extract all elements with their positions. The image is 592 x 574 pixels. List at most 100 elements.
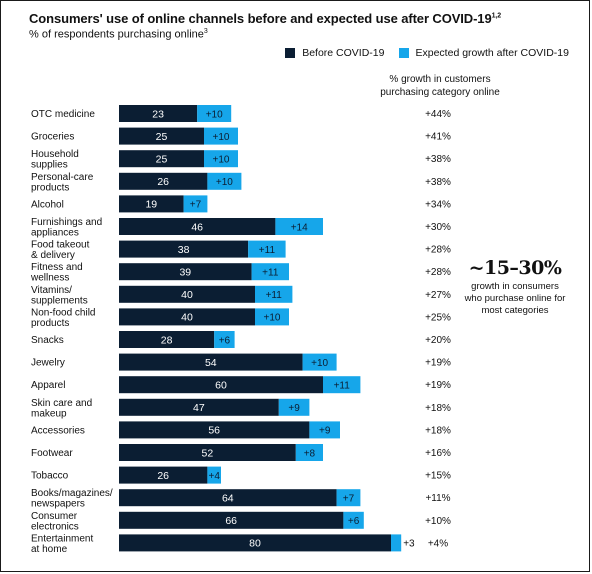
value-label-before: 25 (156, 131, 168, 143)
value-label-growth: +10 (213, 132, 230, 143)
bar-growth (183, 195, 208, 213)
growth-percent-label: +38% (425, 154, 451, 165)
value-label-before: 54 (205, 357, 217, 369)
category-label: Consumer electronics (31, 511, 79, 533)
value-label-before: 80 (249, 538, 261, 550)
value-label-before: 52 (202, 447, 214, 459)
bar-before (119, 511, 344, 529)
bar-growth (214, 331, 235, 348)
value-label-before: 26 (157, 176, 169, 188)
bar-before (119, 263, 252, 281)
value-label-before: 23 (152, 108, 164, 120)
value-label-growth: +7 (343, 494, 355, 505)
category-label: Accessories (31, 425, 85, 436)
bar-growth (207, 466, 221, 484)
legend-label-growth: Expected growth after COVID-19 (415, 47, 570, 59)
growth-percent-label: +28% (425, 245, 451, 256)
growth-percent-label: +25% (425, 312, 451, 323)
category-label: Alcohol (31, 199, 64, 210)
value-label-growth: +11 (262, 268, 279, 279)
value-label-growth: +7 (190, 200, 202, 211)
bar-before (119, 285, 255, 303)
bar-growth (309, 421, 340, 439)
bar-growth (278, 398, 310, 416)
growth-percent-label: +19% (425, 358, 451, 369)
bar-before (119, 421, 310, 439)
legend: Before COVID-19 Expected growth after CO… (271, 47, 569, 59)
category-label: Tobacco (31, 471, 69, 482)
growth-percent-label: +20% (425, 335, 451, 346)
growth-percent-label: +18% (425, 403, 451, 414)
value-label-growth: +9 (319, 426, 331, 437)
bar-before (119, 105, 198, 122)
growth-percent-label: +15% (425, 471, 451, 482)
category-label: Entertainment at home (31, 533, 93, 555)
bar-before (119, 376, 323, 394)
value-label-before: 25 (156, 154, 168, 166)
value-label-growth: +8 (304, 448, 316, 459)
growth-percent-label: +19% (425, 380, 451, 391)
bar-before (119, 150, 204, 168)
chart-subtitle: % of respondents purchasing online3 (29, 28, 208, 41)
growth-percent-label: +41% (425, 132, 451, 143)
bar-growth (255, 285, 293, 303)
value-label-before: 47 (193, 402, 205, 414)
value-label-growth: +14 (291, 222, 308, 233)
value-label-growth: +6 (219, 335, 231, 346)
legend-swatch-before (285, 48, 296, 58)
bar-before (119, 172, 208, 190)
growth-percent-label: +4% (428, 538, 448, 549)
bar-before (119, 444, 296, 461)
bar-growth (204, 127, 238, 145)
value-label-before: 38 (178, 244, 190, 256)
callout-figure: ~15–30% (468, 257, 562, 279)
chart-title-footnote: 1,2 (491, 12, 502, 20)
value-label-growth: +3 (403, 539, 415, 550)
category-label: Household supplies (31, 149, 79, 171)
value-label-growth: +4 (208, 471, 220, 482)
growth-percent-label: +11% (425, 493, 450, 504)
bar-before (119, 466, 208, 484)
category-label: Snacks (31, 335, 64, 346)
value-label-before: 28 (161, 334, 173, 346)
value-label-growth: +10 (216, 177, 233, 188)
value-label-growth: +11 (266, 290, 283, 301)
category-label: Food takeout & delivery (31, 240, 90, 262)
bar-growth (295, 444, 323, 461)
value-label-before: 39 (179, 267, 191, 279)
category-label: Skin care and makeup (31, 398, 92, 420)
category-label: Jewelry (31, 358, 65, 369)
bar-before (119, 489, 337, 507)
value-label-growth: +10 (206, 109, 223, 120)
category-label: Apparel (31, 380, 65, 391)
bar-growth (343, 511, 364, 529)
chart-subtitle-text: % of respondents purchasing online (29, 28, 204, 41)
growth-percent-label: +18% (425, 425, 451, 436)
growth-percent-label: +10% (425, 516, 451, 527)
category-label: Footwear (31, 448, 73, 459)
category-label: Books/magazines/newspapers (31, 488, 113, 510)
bar-before (119, 398, 279, 416)
bar-growth (248, 240, 286, 258)
legend-swatch-growth (398, 48, 409, 58)
bar-growth (207, 172, 242, 190)
category-label: Groceries (31, 132, 74, 143)
growth-column-header: % growth in customers purchasing categor… (380, 74, 500, 98)
growth-percent-label: +38% (425, 177, 451, 188)
bar-growth (197, 105, 232, 122)
value-label-growth: +10 (213, 155, 230, 166)
value-label-before: 40 (181, 289, 193, 301)
bar-growth (336, 489, 361, 507)
callout: ~15–30% growth in consumers who purchase… (463, 257, 567, 317)
value-label-before: 64 (222, 493, 234, 505)
category-label: Non-food child products (31, 307, 95, 329)
bar-before (119, 218, 276, 235)
bar-before (119, 308, 255, 326)
value-label-growth: +9 (288, 403, 300, 414)
category-label: OTC medicine (31, 109, 95, 120)
bar-before (119, 331, 215, 348)
bar-growth (251, 263, 289, 281)
bar-before (119, 195, 184, 213)
callout-text: growth in consumers who purchase online … (464, 281, 566, 316)
